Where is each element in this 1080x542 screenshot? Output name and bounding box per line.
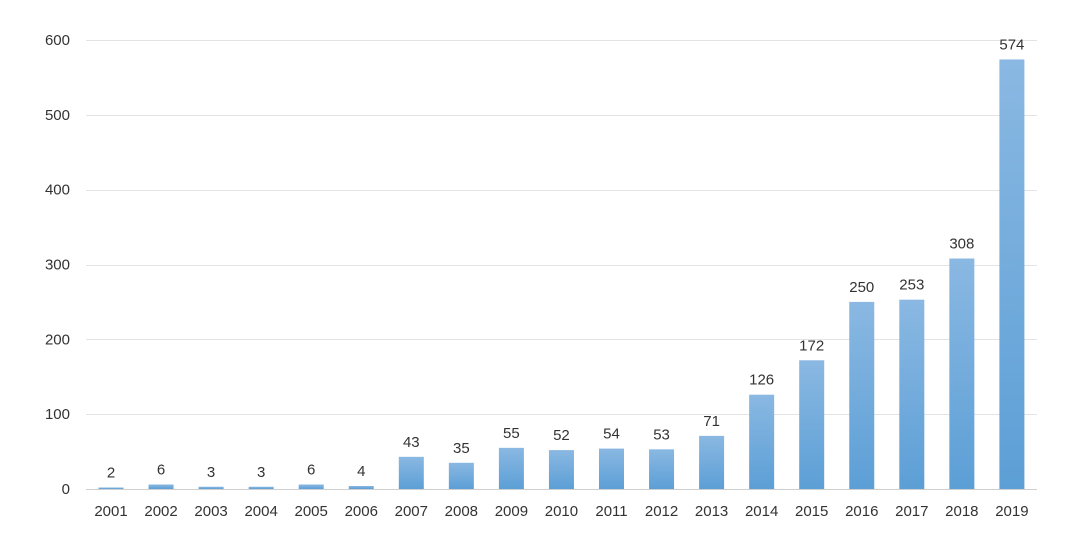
bar-2019	[999, 59, 1025, 489]
x-tick-label-2017: 2017	[895, 503, 928, 520]
x-tick-label-2004: 2004	[244, 503, 277, 520]
data-label-2017: 253	[899, 277, 924, 294]
data-label-2008: 35	[453, 440, 470, 457]
y-tick-label-200: 200	[45, 331, 70, 348]
x-tick-label-2006: 2006	[345, 503, 378, 520]
y-tick-label-500: 500	[45, 107, 70, 124]
bar-2005	[298, 484, 324, 489]
x-tick-label-2005: 2005	[295, 503, 328, 520]
bar-2018	[949, 258, 975, 489]
x-tick-label-2015: 2015	[795, 503, 828, 520]
data-label-2005: 6	[307, 462, 315, 479]
bar-2010	[548, 450, 574, 489]
x-tick-label-2008: 2008	[445, 503, 478, 520]
bar-2002	[148, 484, 174, 489]
data-label-2013: 71	[703, 413, 720, 430]
y-tick-label-400: 400	[45, 182, 70, 199]
data-label-2002: 6	[157, 462, 165, 479]
data-label-2011: 54	[603, 426, 620, 443]
x-tick-label-2007: 2007	[395, 503, 428, 520]
x-tick-label-2012: 2012	[645, 503, 678, 520]
bar-2017	[899, 299, 925, 489]
bar-2007	[398, 456, 424, 489]
x-axis: 2001 2002 2003 2004 2005 2006 2007 2008 2009 2010…	[94, 503, 1028, 520]
x-tick-label-2002: 2002	[144, 503, 177, 520]
bar-2008	[448, 462, 474, 489]
x-tick-label-2016: 2016	[845, 503, 878, 520]
bar-2006	[348, 486, 374, 489]
x-tick-label-2013: 2013	[695, 503, 728, 520]
bar-2016	[849, 301, 875, 489]
bar-2012	[649, 449, 675, 489]
bar-2015	[799, 360, 825, 489]
bar-2003	[198, 486, 224, 489]
x-tick-label-2018: 2018	[945, 503, 978, 520]
x-tick-label-2001: 2001	[94, 503, 127, 520]
data-label-2009: 55	[503, 425, 520, 442]
data-label-2001: 2	[107, 465, 115, 482]
bar-2013	[699, 435, 725, 489]
bar-2011	[599, 448, 624, 489]
y-tick-label-0: 0	[62, 481, 70, 498]
data-label-2014: 126	[749, 372, 774, 389]
x-tick-label-2009: 2009	[495, 503, 528, 520]
data-label-2007: 43	[403, 434, 420, 451]
y-tick-label-300: 300	[45, 257, 70, 274]
x-tick-label-2019: 2019	[995, 503, 1028, 520]
x-tick-label-2003: 2003	[194, 503, 227, 520]
data-label-2015: 172	[799, 337, 824, 354]
data-label-2012: 53	[653, 426, 670, 443]
bar-2009	[498, 447, 524, 489]
x-tick-label-2010: 2010	[545, 503, 578, 520]
data-labels: 2 6 3 3 6 4 43 35 55 52 54 53 71 126 172 250 253 308 574	[107, 36, 1025, 481]
bar-2014	[749, 394, 775, 489]
bars	[98, 59, 1025, 489]
data-label-2010: 52	[553, 427, 570, 444]
bar-2004	[248, 486, 274, 489]
y-axis: 0 100 200 300 400 500 600	[45, 32, 70, 498]
data-label-2004: 3	[257, 464, 265, 481]
bar-2001	[98, 487, 124, 489]
data-label-2016: 250	[849, 279, 874, 296]
data-label-2006: 4	[357, 463, 365, 480]
data-label-2018: 308	[949, 236, 974, 253]
y-tick-label-100: 100	[45, 406, 70, 423]
data-label-2003: 3	[207, 464, 215, 481]
x-tick-label-2014: 2014	[745, 503, 778, 520]
x-tick-label-2011: 2011	[595, 503, 627, 520]
data-label-2019: 574	[999, 36, 1024, 53]
y-tick-label-600: 600	[45, 32, 70, 49]
gridlines	[86, 40, 1037, 490]
